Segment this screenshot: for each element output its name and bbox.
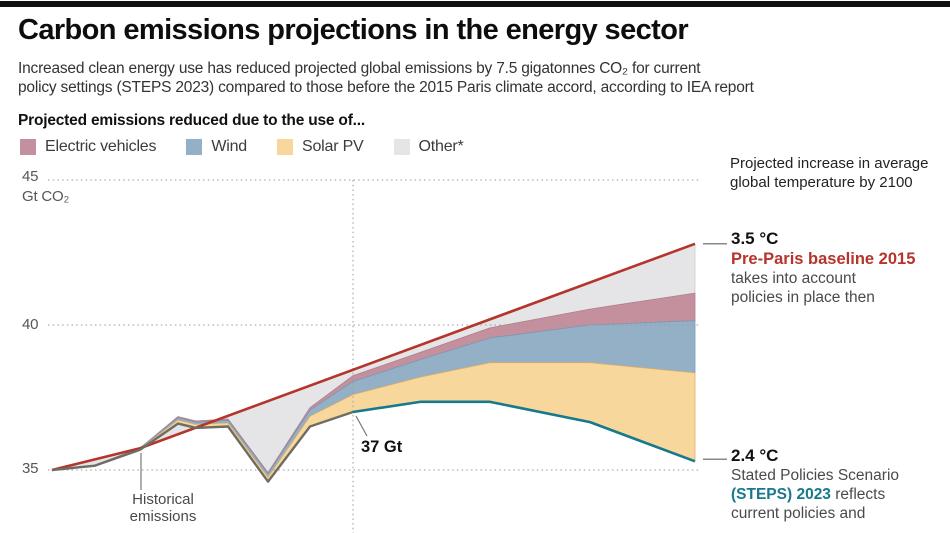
legend-label: Electric vehicles: [45, 138, 157, 155]
legend-label: Wind: [211, 138, 247, 155]
steps-name-line-1: Stated Policies Scenario: [731, 467, 900, 484]
y-axis-label-40: 40: [22, 316, 39, 333]
steps-name-suffix: reflects: [830, 486, 886, 503]
scenario-pre-paris: 3.5 °C Pre-Paris baseline 2015 takes int…: [731, 229, 936, 307]
y-axis-label-45: 45: [22, 168, 39, 185]
wind-swatch: [186, 139, 203, 155]
legend-item-solar-pv: Solar PV: [276, 138, 364, 156]
current-emissions-label: 37 Gt: [361, 438, 403, 456]
subtitle: Increased clean energy use has reduced p…: [18, 59, 754, 97]
steps-temperature: 2.4 °C: [731, 446, 779, 465]
other-swatch: [393, 139, 410, 155]
legend-item-wind: Wind: [186, 138, 247, 156]
pre-paris-temperature: 3.5 °C: [731, 229, 779, 248]
top-accent-bar: [0, 1, 950, 7]
legend-item-other: Other*: [393, 138, 464, 156]
legend-label: Other*: [418, 138, 464, 155]
legend-label: Solar PV: [301, 138, 364, 155]
legend-item-electric-vehicles: Electric vehicles: [20, 138, 157, 156]
steps-name-bold: (STEPS) 2023: [731, 486, 831, 503]
subtitle-line-2: policy settings (STEPS 2023) compared to…: [18, 79, 754, 96]
pre-paris-description: takes into account policies in place the…: [731, 270, 875, 306]
legend-heading: Projected emissions reduced due to the u…: [18, 112, 365, 129]
steps-description: current policies and: [731, 505, 866, 522]
y-axis-label-35: 35: [22, 460, 39, 477]
scenario-steps: 2.4 °C Stated Policies Scenario (STEPS) …: [731, 446, 936, 523]
historical-emissions-label: Historical emissions: [129, 491, 197, 525]
legend: Electric vehicles Wind Solar PV Other*: [20, 138, 494, 156]
temperature-projection-heading: Projected increase in average global tem…: [730, 155, 929, 191]
page-title: Carbon emissions projections in the ener…: [18, 14, 689, 46]
steps-name-line-2: (STEPS) 2023 reflects: [731, 485, 936, 504]
solar-pv-swatch: [276, 139, 293, 155]
electric-vehicles-swatch: [20, 139, 36, 155]
pre-paris-name: Pre-Paris baseline 2015: [731, 250, 916, 268]
subtitle-line-1: Increased clean energy use has reduced p…: [18, 60, 701, 77]
y-axis-unit: Gt CO₂: [22, 188, 70, 205]
